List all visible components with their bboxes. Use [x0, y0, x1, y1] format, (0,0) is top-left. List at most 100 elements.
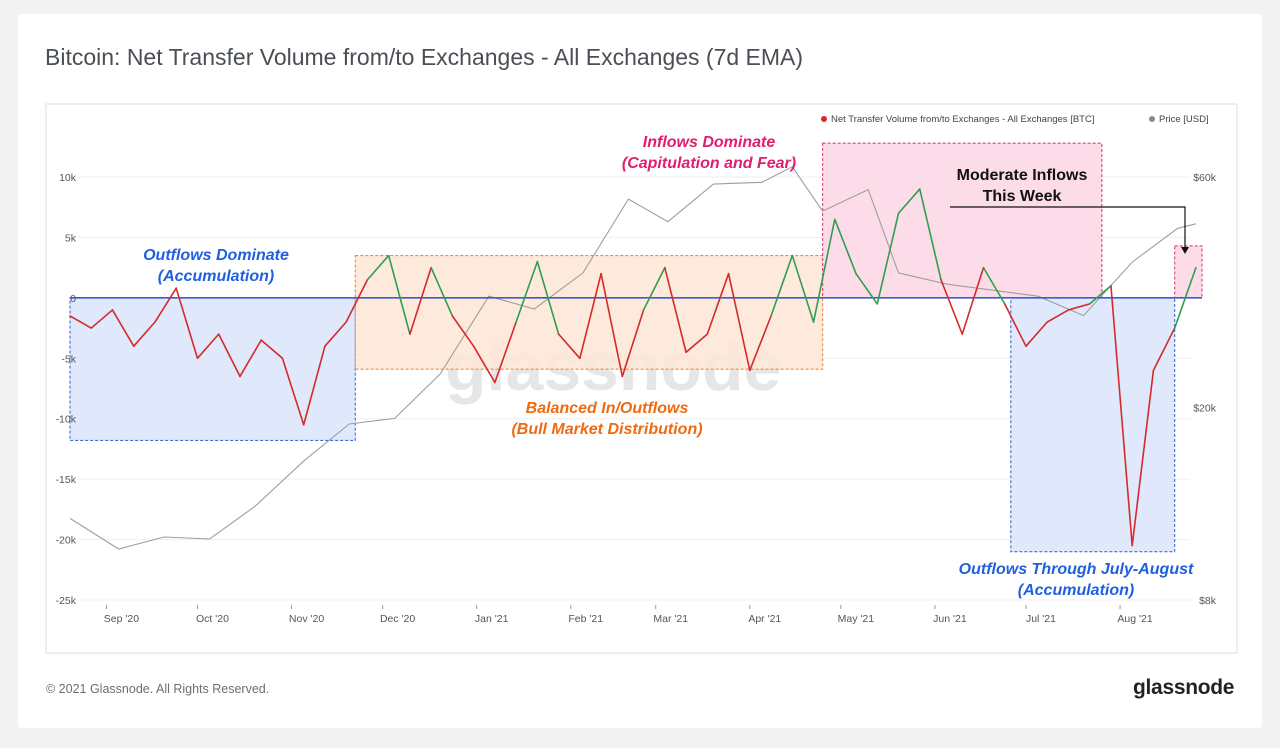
net-volume-segment: [260, 339, 284, 360]
net-volume-segment: [515, 260, 539, 323]
net-volume-segment: [472, 345, 496, 384]
box-inflows-dominate: [822, 142, 1103, 299]
annotation-this-week: This Week: [983, 188, 1062, 205]
net-volume-segment: [1003, 303, 1027, 348]
net-volume-segment: [557, 333, 581, 360]
x-tick-label: Jul '21: [1026, 613, 1056, 625]
annotation-inflows-dominate: Inflows Dominate: [643, 134, 776, 151]
y-right-tick-label: $20k: [1193, 403, 1217, 415]
x-tick-label: Feb '21: [568, 613, 603, 625]
net-volume-segment: [621, 309, 645, 378]
net-volume-segment: [727, 272, 751, 372]
net-volume-segment: [1173, 266, 1197, 329]
net-volume-segment: [1110, 284, 1133, 547]
annotation-arrow-head: [1181, 247, 1189, 254]
legend-price[interactable]: Price [USD]: [1159, 114, 1209, 125]
box-outflows-dominate: [69, 297, 356, 442]
net-volume-segment: [1088, 284, 1112, 305]
net-volume-segment: [1152, 327, 1176, 372]
net-volume-segment: [940, 278, 964, 335]
y-tick-label: -10k: [56, 414, 77, 426]
annotation-outflows-dominate: Outflows Dominate: [143, 247, 289, 264]
net-volume-segment: [154, 287, 178, 323]
y-right-tick-label: $60k: [1193, 172, 1217, 184]
net-volume-segment: [1046, 309, 1070, 323]
net-volume-segment: [579, 272, 602, 360]
annotation-moderate-inflows: Moderate Inflows: [957, 167, 1088, 184]
net-volume-segment: [196, 333, 220, 360]
net-volume-segment: [706, 272, 730, 335]
x-tick-label: Jun '21: [933, 613, 967, 625]
annotation-accumulation-1: (Accumulation): [158, 268, 274, 285]
net-volume-segment: [430, 266, 454, 317]
x-tick-label: Sep '20: [104, 613, 139, 625]
net-volume-segment: [409, 266, 432, 335]
net-volume-segment: [1025, 321, 1049, 348]
net-volume-segment: [366, 254, 390, 281]
net-volume-segment: [812, 218, 836, 323]
net-volume-segment: [111, 309, 135, 348]
net-volume-segment: [600, 272, 624, 378]
net-volume-segment: [749, 315, 772, 372]
y-tick-label: -15k: [56, 474, 77, 486]
net-volume-segment: [961, 266, 985, 335]
annotation-bull-distribution: (Bull Market Distribution): [511, 421, 702, 438]
net-volume-segment: [451, 315, 475, 348]
net-volume-segment: [324, 321, 347, 348]
net-volume-segment: [918, 188, 942, 281]
net-volume-segment: [1131, 369, 1155, 547]
x-tick-label: Oct '20: [196, 613, 229, 625]
legend-dot-price: [1149, 116, 1155, 122]
net-volume-segment: [876, 212, 900, 305]
x-tick-label: Aug '21: [1117, 613, 1152, 625]
axes: -25k -20k -15k -10k -5k 0 5k 10k $8k $20k $60k Sep …: [56, 172, 1217, 625]
net-volume-segment: [642, 266, 666, 311]
net-volume-segment: [791, 254, 815, 323]
y-tick-label: -5k: [61, 353, 76, 365]
net-volume-segment: [132, 321, 156, 348]
price-line: [69, 166, 1197, 550]
x-tick-label: Mar '21: [653, 613, 688, 625]
net-volume-segment: [855, 272, 879, 305]
box-balanced: [354, 255, 824, 370]
y-tick-label: -20k: [56, 535, 77, 547]
legend-dot-net-volume: [821, 116, 827, 122]
copyright: © 2021 Glassnode. All Rights Reserved.: [46, 682, 270, 696]
net-volume-segment: [833, 218, 857, 275]
net-volume-segment: [175, 287, 199, 360]
annotation-accumulation-2: (Accumulation): [1018, 582, 1134, 599]
net-volume-segment: [664, 266, 687, 354]
net-volume-segment: [685, 333, 709, 354]
net-volume-segment: [494, 321, 517, 384]
net-volume-segment: [217, 333, 241, 378]
annotation-capitulation: (Capitulation and Fear): [622, 155, 796, 172]
y-tick-label: 5k: [65, 232, 77, 244]
x-tick-label: Dec '20: [380, 613, 415, 625]
y-tick-label: 10k: [59, 172, 77, 184]
net-volume-segment: [345, 278, 369, 323]
legend-net-volume[interactable]: Net Transfer Volume from/to Exchanges - …: [831, 114, 1094, 125]
y-tick-label: 0: [70, 293, 76, 305]
net-volume-segment: [302, 345, 326, 426]
net-volume-segment: [1067, 303, 1091, 311]
annotation-boxes: [69, 142, 1203, 553]
glassnode-logo[interactable]: glassnode: [1133, 676, 1235, 699]
x-tick-label: May '21: [838, 613, 875, 625]
x-tick-label: Jan '21: [475, 613, 509, 625]
annotation-outflows-july-aug: Outflows Through July-August: [959, 561, 1194, 578]
page-title: Bitcoin: Net Transfer Volume from/to Exc…: [45, 44, 804, 70]
y-tick-label: -25k: [56, 595, 77, 607]
net-volume-segment: [770, 254, 794, 317]
net-volume-segment: [239, 339, 262, 378]
annotation-balanced: Balanced In/Outflows: [526, 400, 689, 417]
net-volume-segment: [90, 309, 114, 329]
net-volume-segment: [281, 357, 305, 426]
net-volume-series: [69, 188, 1197, 547]
annotation-arrow: [950, 206, 1186, 250]
x-tick-label: Apr '21: [748, 613, 781, 625]
x-tick-label: Nov '20: [289, 613, 324, 625]
net-volume-segment: [387, 254, 411, 335]
net-volume-segment: [69, 315, 93, 329]
net-volume-segment: [897, 188, 921, 215]
